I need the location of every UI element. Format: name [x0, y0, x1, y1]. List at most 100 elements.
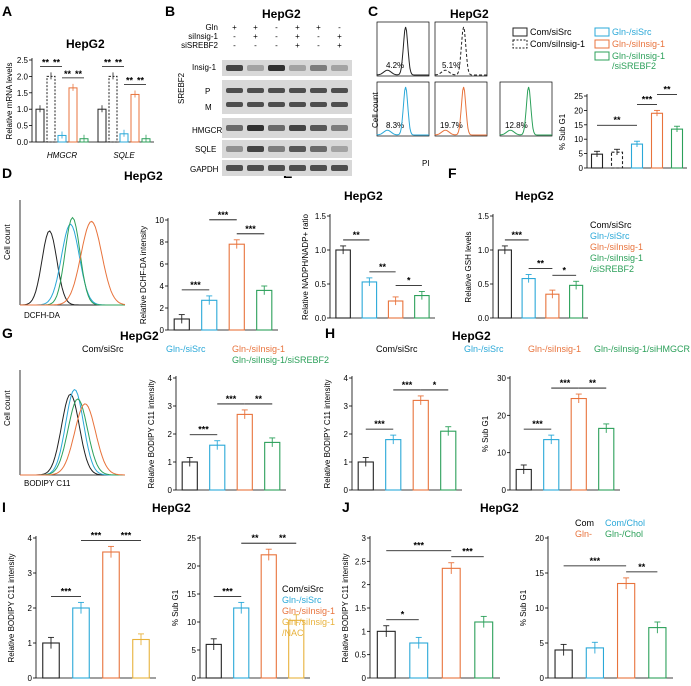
i2-sig: ** — [251, 533, 259, 543]
blot-band — [226, 165, 243, 171]
i2-ytick-label: 15 — [187, 590, 196, 599]
blot-band — [310, 65, 327, 71]
panel-letter-a: A — [2, 3, 12, 19]
i1-ytick-label: 4 — [28, 534, 33, 543]
blot-band — [289, 146, 306, 152]
c-flow-frame — [499, 81, 553, 137]
i1-sig: *** — [121, 530, 132, 540]
d-histogram — [19, 230, 125, 306]
a-sig: ** — [137, 75, 145, 85]
blot-band — [247, 125, 264, 131]
blot-cond-mark: + — [295, 23, 300, 32]
legend-j-1: Com — [575, 518, 594, 528]
blot-row-bg — [222, 160, 352, 176]
c-ytick-label: 0 — [579, 164, 584, 173]
a-category-label: HMGCR — [47, 151, 77, 160]
i1-ytick-label: 1 — [28, 639, 33, 648]
h2-bar — [570, 397, 587, 491]
g-ytick-label: 1 — [168, 458, 173, 467]
a-ytick-label: 2.0 — [17, 72, 29, 81]
j2-ytick-label: 0 — [540, 674, 545, 683]
blot-row-bg — [222, 60, 352, 76]
legend-g-2: Gln-/siSrc — [166, 344, 206, 354]
f-ytick-label: 1.0 — [478, 246, 490, 255]
d-histogram — [20, 220, 126, 306]
blot-band — [268, 125, 285, 131]
blot-cond-mark: + — [295, 41, 300, 50]
j2-bar — [648, 627, 667, 679]
legend-f-3: Gln-/siInsig-1 — [590, 242, 643, 252]
band-label-m: M — [205, 103, 212, 112]
blot-band — [310, 165, 327, 171]
i1-bar — [72, 607, 90, 679]
j1-ytick-label: 0 — [362, 674, 367, 683]
c-ytick-label: 10 — [574, 135, 583, 144]
pct-c4: 19.7% — [440, 121, 463, 130]
legend-g-4: Gln-/siInsig-1/siSREBF2 — [232, 355, 329, 365]
d-bar — [256, 289, 273, 331]
g-histogram — [20, 398, 125, 476]
a-bar — [108, 75, 118, 143]
cond-siinsig: siInsig-1 — [188, 32, 218, 41]
j1-ytick-label: 2 — [362, 581, 367, 590]
a-ytick-label: 1.5 — [17, 89, 29, 98]
blot-cond-mark: + — [295, 32, 300, 41]
c-ytick-label: 15 — [574, 121, 583, 130]
c-flow-frame — [434, 21, 488, 77]
legend-h-1: Com/siSrc — [376, 344, 418, 354]
blot-band — [331, 165, 348, 171]
blot-band — [247, 146, 264, 152]
legend-swatch-gln-siinsig — [594, 39, 610, 49]
i1-ytick-label: 3 — [28, 569, 33, 578]
blot-band — [289, 125, 306, 131]
g-ytick-label: 2 — [168, 430, 173, 439]
h2-sig: *** — [532, 419, 543, 429]
a-ytick-label: 0.5 — [17, 122, 29, 131]
blot-cond-mark: - — [254, 41, 257, 50]
title-a: HepG2 — [66, 37, 105, 51]
pct-c1: 4.2% — [386, 61, 404, 70]
blot-band — [226, 88, 243, 93]
h1-ytick-label: 3 — [344, 402, 349, 411]
blot-band — [268, 65, 285, 71]
legend-c-2: Com/siInsig-1 — [530, 39, 585, 49]
i1-ytick-label: 0 — [28, 674, 33, 683]
blot-band — [289, 65, 306, 71]
h2-ytick-label: 0 — [502, 486, 507, 495]
d-ytick-label: 8 — [160, 238, 165, 247]
j1-bar — [376, 630, 396, 679]
j1-sig: *** — [462, 547, 473, 557]
legend-c-1: Com/siSrc — [530, 27, 572, 37]
h1-ytick-label: 0 — [344, 486, 349, 495]
blot-cond-mark: - — [233, 41, 236, 50]
title-i: HepG2 — [152, 501, 191, 515]
c-bar — [630, 143, 644, 169]
title-f: HepG2 — [515, 189, 554, 203]
f-bar — [521, 278, 536, 319]
a-bar — [46, 75, 56, 143]
panel-letter-j: J — [342, 499, 350, 515]
i2-bar — [233, 607, 250, 679]
i1-ytick-label: 2 — [28, 604, 33, 613]
a-sig: ** — [53, 57, 61, 67]
e-bar — [361, 281, 378, 319]
e-ytick-label: 0.5 — [315, 280, 327, 289]
h2-ytick-label: 20 — [497, 411, 506, 420]
pct-c3: 8.3% — [386, 121, 404, 130]
h1-bar — [440, 430, 457, 491]
h2-ytick-label: 30 — [497, 374, 506, 383]
d-sig: *** — [218, 210, 229, 220]
c-bar — [650, 112, 664, 169]
g-ytick-label: 3 — [168, 402, 173, 411]
blot-band — [268, 102, 285, 107]
c-ylabel: % Sub G1 — [558, 113, 567, 150]
legend-j-4: Gln-/Chol — [605, 529, 643, 539]
j2-bar — [616, 582, 636, 679]
j1-sig: * — [401, 610, 405, 620]
blot-band — [331, 146, 348, 152]
legend-j-3: Gln- — [575, 529, 592, 539]
legend-f-4: Gln-/siInsig-1 — [590, 253, 643, 263]
d-ytick-label: 6 — [160, 260, 165, 269]
blot-band — [247, 88, 264, 93]
